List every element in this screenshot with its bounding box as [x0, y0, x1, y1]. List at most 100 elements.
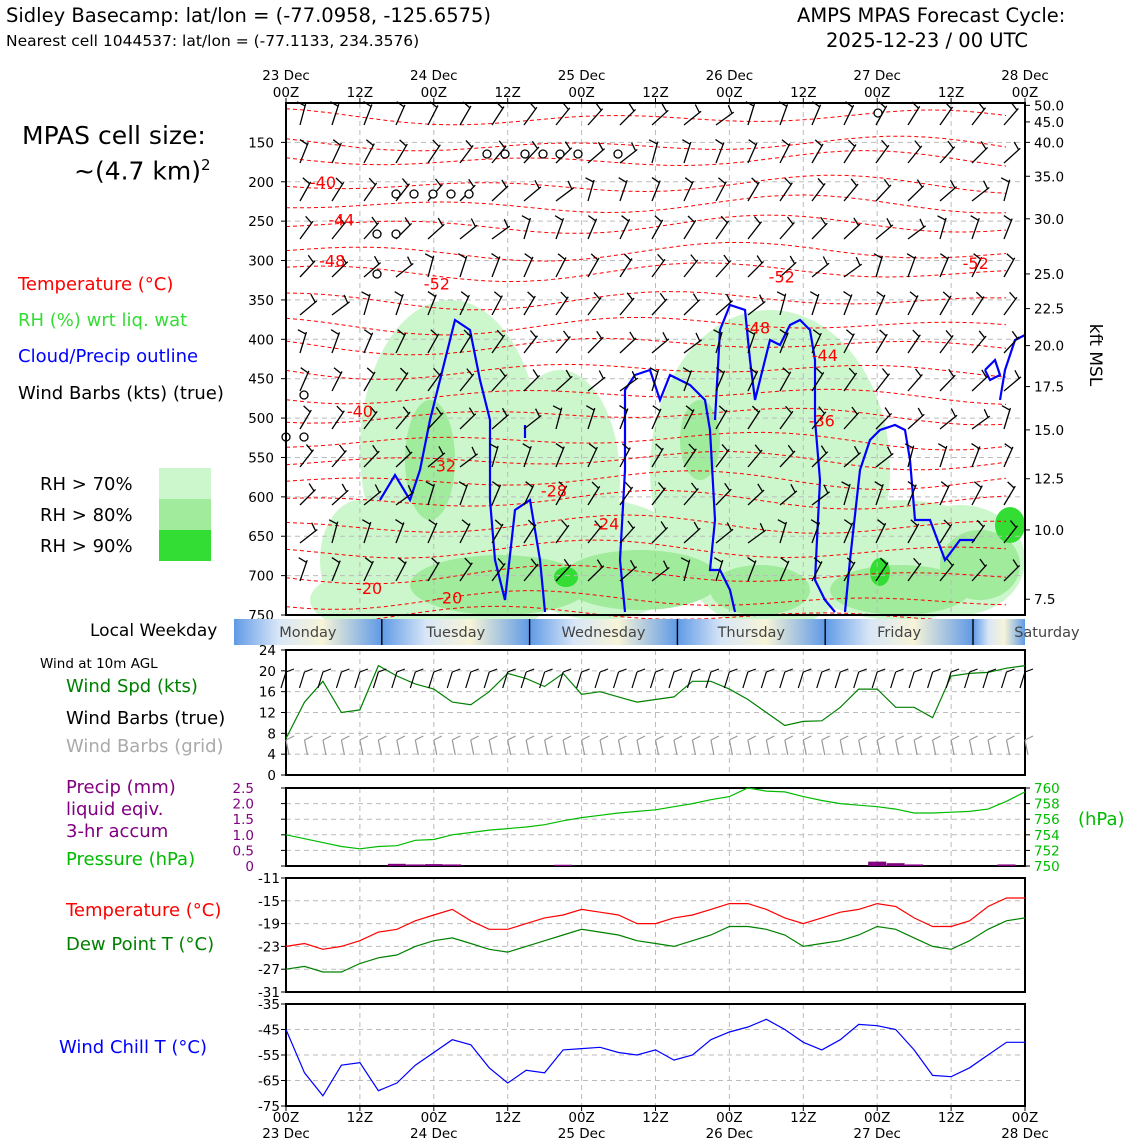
wind-barb [363, 101, 373, 126]
wind-barb [779, 444, 796, 468]
cell-size-label: MPAS cell size: [22, 121, 206, 150]
wind-barb [395, 519, 405, 544]
wind-barb [648, 139, 659, 164]
wind-barb [937, 443, 948, 468]
wind-barb [587, 443, 598, 468]
wind-barb [683, 177, 694, 202]
y-tick-label: 600 [248, 490, 274, 506]
wind-barb-true-flag [562, 668, 572, 673]
wind-barb [587, 102, 604, 126]
wind-barb [1003, 253, 1016, 278]
temperature-contour [285, 388, 1007, 405]
x-date-label-bottom: 23 Dec [262, 1126, 310, 1140]
temperature-label: -32 [430, 456, 456, 475]
wind-barb [459, 101, 472, 126]
wind-barb-true-flag [544, 668, 553, 673]
wind-barb [619, 370, 639, 392]
wind-barb-grid [673, 739, 678, 756]
wind-barb-true [428, 671, 435, 689]
wind-barb-grid [470, 739, 475, 756]
x-tick-label-bottom: 00Z [1012, 1110, 1038, 1126]
wind-barb [875, 291, 886, 316]
wind-barb [843, 519, 854, 544]
wind-barb [459, 557, 473, 582]
wind-barb-true [335, 671, 342, 689]
wind-barb [555, 519, 570, 544]
wind-barb [907, 368, 923, 392]
wind-barb [873, 253, 884, 278]
wind-barb [779, 216, 795, 240]
y-tick-label-right: 22.5 [1034, 302, 1064, 318]
calm-wind-marker [464, 189, 474, 199]
calm-wind-marker [391, 189, 401, 199]
panel-frame [285, 877, 1026, 993]
legend-rh80: RH > 80% [40, 505, 133, 526]
wind-barb-true-flag [396, 668, 406, 673]
wind-barb-grid-flag [766, 735, 775, 741]
wind-barb-true-flag [950, 668, 960, 673]
wind-barb-grid-flag [932, 735, 941, 741]
wind-barb [809, 291, 820, 316]
wind-barb-grid-flag [488, 735, 498, 741]
wind-barb [747, 177, 760, 202]
wind-barb [619, 481, 634, 506]
cloud-outline [713, 303, 836, 613]
pressure-tick-label: 752 [1034, 843, 1060, 859]
wind-barb [459, 329, 473, 354]
wind-barb [1003, 443, 1014, 468]
wind-barb [1003, 141, 1021, 164]
wind-barb [555, 558, 572, 582]
wind-barb [651, 292, 668, 316]
wind-barb-true-flag [932, 668, 941, 673]
y-tick-label-right: 45.0 [1034, 115, 1064, 131]
y-tick-label: 4 [267, 747, 276, 763]
wind-barb [874, 481, 884, 506]
x-date-label-bottom: 26 Dec [706, 1126, 754, 1140]
x-date-label-bottom: 27 Dec [853, 1126, 901, 1140]
wind-barb [939, 558, 955, 582]
wind-barb [299, 215, 314, 240]
wind-barb [713, 557, 724, 582]
wind-barb-grid [691, 739, 697, 756]
precip-bar [905, 864, 924, 866]
wind-barb-true [834, 671, 841, 689]
weekday-name: Saturday [1014, 625, 1080, 641]
wind-barb [681, 139, 692, 164]
y-tick-label: 20 [259, 664, 276, 680]
wind-barb [715, 177, 727, 202]
wind-barb-true [853, 671, 860, 689]
temperature-contour [285, 194, 1007, 214]
wind-barb-true [908, 671, 915, 689]
wind-barb [907, 519, 920, 544]
wind-barb-true [502, 671, 509, 689]
calm-wind-marker [446, 189, 456, 199]
wind-barb [970, 215, 980, 240]
wind-speed-panel [280, 649, 1034, 776]
wind-barb [875, 557, 889, 582]
wind-barb-grid-flag [839, 735, 849, 741]
precip-tick-label: 2.0 [233, 797, 254, 813]
wind-barb-true-flag [969, 668, 978, 673]
wind-barb [619, 405, 629, 430]
dew-label: Dew Point T (°C) [66, 934, 215, 955]
wind-barb-true-flag [747, 668, 757, 673]
wind-barb [427, 101, 439, 126]
wind-barb-grid [932, 739, 937, 756]
wind-barb [778, 101, 789, 126]
wind-barb-grid [544, 739, 549, 756]
wind-barb-true [927, 671, 934, 689]
wind-barb-grid [876, 739, 881, 756]
calm-wind-marker [573, 149, 583, 159]
wind-barb [395, 329, 407, 354]
wind-barb-true [890, 671, 897, 689]
temperature-contour [285, 564, 1007, 585]
wind-barb [618, 177, 628, 202]
wind-barb-grid-flag [784, 735, 794, 741]
wind-barb [491, 218, 511, 240]
windchill-label: Wind Chill T (°C) [59, 1037, 207, 1058]
wind-barb [587, 141, 606, 164]
wind-barb [296, 101, 307, 126]
wind-barb-true-flag [618, 668, 627, 673]
calm-wind-marker [500, 149, 510, 159]
x-tick-label-bottom: 12Z [938, 1110, 964, 1126]
